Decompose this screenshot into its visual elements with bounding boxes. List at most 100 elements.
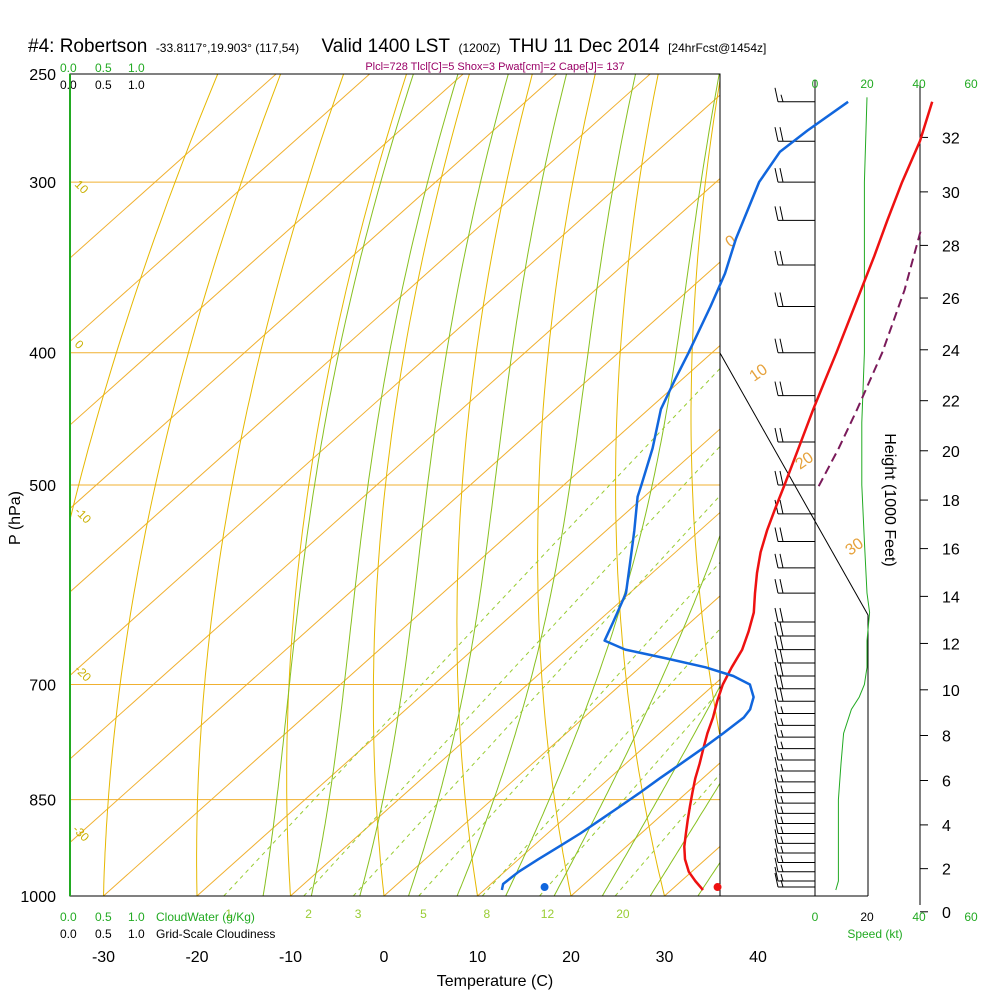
wind-barb	[774, 674, 815, 690]
wind-barb-half-flag	[780, 795, 784, 804]
moist-adiabat-line	[456, 74, 637, 896]
wind-barb-flag	[774, 527, 779, 542]
mixing-ratio-line	[539, 689, 720, 896]
cloudiness-top-tick: 0.0	[60, 78, 77, 92]
isotherm-line	[476, 678, 720, 896]
wind-barb	[774, 635, 815, 651]
speed-bottom-tick: 40	[912, 910, 926, 924]
height-mapping-line-upper	[719, 352, 869, 616]
wind-barb-flag	[774, 206, 779, 221]
wind-barb	[774, 168, 815, 183]
mixing-ratio-lines	[223, 367, 720, 896]
wind-barb-flag	[779, 687, 784, 702]
wind-barb	[774, 799, 815, 814]
pressure-tick-label: 500	[29, 478, 56, 495]
wind-barb-flag	[779, 427, 784, 443]
wind-barb	[774, 848, 815, 863]
isotherm-line	[70, 74, 464, 426]
isotherm-lines	[70, 74, 720, 896]
pressure-tick-label: 700	[29, 678, 56, 695]
wind-barb-flag	[774, 621, 779, 637]
dry-adiabat-label: -10	[72, 504, 94, 526]
wind-barb-flag	[779, 648, 784, 664]
moist-adiabat-line	[359, 74, 509, 896]
height-tick-label: 8	[942, 728, 951, 745]
isotherm-line	[383, 595, 720, 896]
dry-adiabat-label: -20	[72, 662, 94, 684]
wind-barb	[774, 809, 815, 825]
wind-barb-flag	[774, 723, 779, 738]
wind-barb-flag	[774, 687, 779, 702]
moist-adiabat-line	[310, 74, 459, 896]
mixing-ratio-label: 3	[355, 907, 362, 921]
wind-barb	[774, 381, 815, 397]
temperature-line	[683, 101, 934, 891]
height-tick-label: 6	[942, 774, 951, 791]
x-axis-ticks: -30 -20 -10 0 10 20 30 40	[92, 949, 767, 966]
x-tick-label: 20	[562, 949, 580, 966]
title-coords: -33.8117°,19.903° (117,54)	[156, 41, 299, 55]
wind-barb-flag	[779, 338, 784, 353]
cloudiness-top-tick: 1.0	[128, 78, 145, 92]
cloud-water-bottom-tick: 0.0	[60, 910, 77, 924]
wind-barb-half-flag	[780, 785, 784, 793]
mixing-ratio-label: 8	[484, 907, 491, 921]
moist-adiabat-line	[601, 685, 720, 896]
wind-barb-flag	[774, 799, 779, 814]
wind-barb	[774, 607, 815, 623]
speed-top-tick: 20	[860, 77, 874, 91]
wind-barb-flag	[774, 470, 779, 486]
height-axis-label: Height (1000 Feet)	[881, 433, 898, 566]
wind-barb-flag	[774, 292, 779, 307]
x-tick-label: 0	[380, 949, 389, 966]
dry-adiabat-line	[70, 74, 219, 522]
wind-barb-half-flag	[780, 94, 784, 102]
dry-adiabat-line	[372, 74, 470, 896]
title-station: #4: Robertson	[28, 36, 147, 57]
wind-barb-half-flag	[780, 836, 784, 844]
wind-barb-flag	[774, 381, 779, 396]
wind-barb-flag	[779, 621, 784, 637]
height-tick-label: 14	[942, 589, 960, 606]
wind-barb-flag	[774, 809, 779, 824]
wind-barb-flag	[774, 745, 779, 761]
mixing-ratio-label: 5	[420, 907, 427, 921]
dry-adiabat-line	[690, 77, 720, 739]
wind-barb	[774, 87, 815, 103]
wind-barb-half-flag	[780, 741, 784, 749]
wind-barb-flag	[774, 87, 779, 102]
cloudiness-bottom-tick: 0.5	[95, 927, 112, 941]
wind-barb-flag	[774, 338, 779, 353]
wind-barb	[774, 579, 815, 594]
moist-adiabat-line	[505, 74, 720, 896]
x-tick-label: -30	[92, 949, 115, 966]
wind-barb-flag	[779, 127, 784, 142]
wind-barb-flag	[779, 470, 784, 486]
mixing-ratio-line	[223, 367, 720, 896]
height-tick-label: 12	[942, 636, 960, 653]
wind-barb	[774, 470, 815, 486]
wind-barb	[774, 857, 815, 873]
pressure-tick-label: 1000	[20, 889, 56, 906]
wind-barb	[774, 250, 815, 266]
wind-barb-flag	[774, 789, 779, 804]
wind-barb-flag	[774, 838, 779, 854]
isotherm-line	[289, 511, 720, 896]
cloud-water-top-tick: 0.0	[60, 61, 77, 75]
mixing-ratio-label: 12	[541, 907, 555, 921]
wind-barb	[774, 819, 815, 835]
wind-barb	[774, 661, 815, 677]
wind-barb-flag	[774, 872, 779, 888]
wind-barb-half-flag	[780, 752, 784, 761]
wind-barb	[774, 838, 815, 854]
wind-barb	[774, 621, 815, 637]
height-tick-label: 28	[942, 238, 960, 255]
wind-barb-flag	[774, 168, 779, 183]
wind-barb	[774, 427, 815, 443]
wind-barb-half-flag	[780, 806, 784, 814]
cloud-scale-bottom: 0.0 0.5 1.0 CloudWater (g/Kg) 0.0 0.5 1.…	[60, 910, 275, 941]
mixing-ratio-line	[614, 773, 720, 896]
isotherm-line	[70, 74, 558, 510]
wind-barb	[774, 745, 815, 761]
